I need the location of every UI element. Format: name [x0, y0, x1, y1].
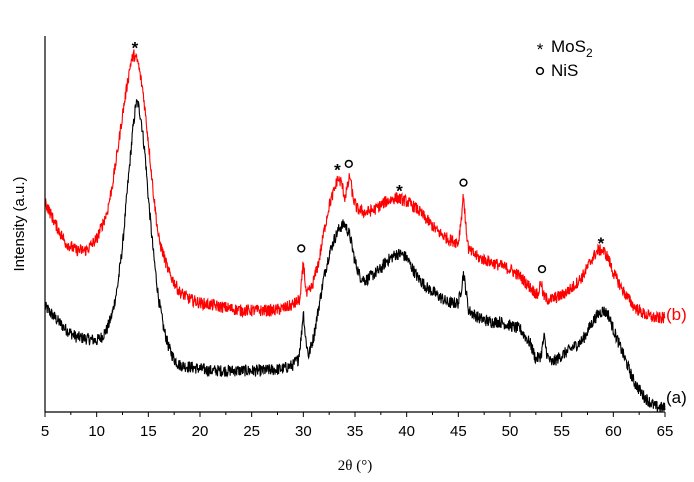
series-layer [44, 49, 666, 412]
x-tick-label-0: 5 [41, 423, 49, 440]
x-tick-label-8: 45 [450, 423, 467, 440]
series-line-1 [44, 49, 666, 324]
mos2-peak-marker-0: * [132, 38, 139, 57]
legend-label-0: MoS2 [551, 37, 593, 60]
x-tick-label-5: 30 [295, 423, 312, 440]
mos2-peak-marker-7: * [598, 234, 605, 253]
x-tick-label-6: 35 [347, 423, 364, 440]
nis-peak-marker-2 [344, 159, 353, 168]
mos2-peak-marker-1: * [334, 161, 341, 180]
series-label-0: (b) [666, 305, 687, 324]
axes-layer [44, 36, 665, 413]
x-tick-label-12: 65 [657, 423, 674, 440]
legend-symbol-1 [535, 66, 545, 76]
legend-symbol-0: * [537, 40, 544, 59]
mos2-peak-marker-3: * [396, 181, 403, 200]
x-tick-label-2: 15 [140, 423, 157, 440]
x-tick-label-1: 10 [88, 423, 105, 440]
x-tick-label-10: 55 [553, 423, 570, 440]
series-labels: (b) (a) [666, 305, 687, 407]
x-ticks: 5 10 15 20 25 30 35 40 45 50 55 60 65 [41, 412, 674, 440]
series-line-0 [44, 99, 666, 412]
nis-peak-marker-6 [537, 264, 547, 274]
nis-peak-marker-5 [459, 178, 468, 187]
x-tick-label-11: 60 [605, 423, 622, 440]
nis-peak-marker-4 [297, 244, 306, 253]
x-tick-label-3: 20 [192, 423, 209, 440]
annotation-layer: * * * * [132, 38, 605, 274]
x-tick-label-4: 25 [243, 423, 260, 440]
legend-subscript-0: 2 [586, 46, 593, 60]
legend-label-1: NiS [551, 61, 578, 80]
y-axis-title: Intensity (a.u.) [11, 176, 28, 271]
x-axis-title: 2θ (°) [338, 458, 372, 474]
x-tick-label-9: 50 [502, 423, 519, 440]
x-tick-label-7: 40 [398, 423, 415, 440]
series-label-1: (a) [666, 388, 687, 407]
